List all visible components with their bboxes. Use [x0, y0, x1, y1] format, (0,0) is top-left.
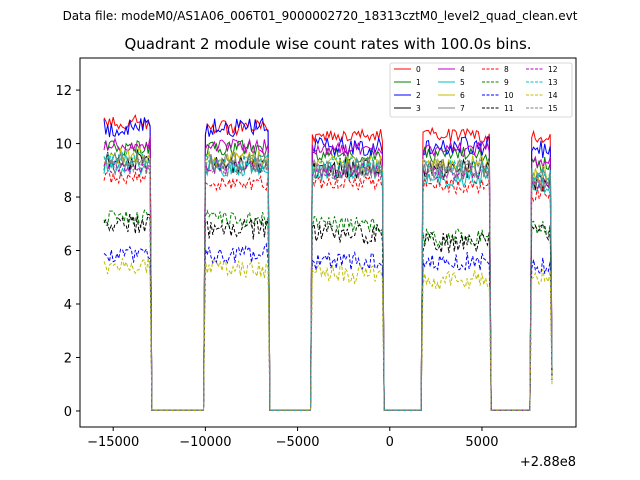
y-tick-label: 10 [55, 138, 72, 153]
legend-label-15: 15 [548, 104, 558, 113]
legend-label-5: 5 [460, 78, 465, 87]
y-tick-label: 8 [64, 191, 72, 206]
series-line-14 [103, 257, 553, 411]
legend-label-10: 10 [504, 91, 514, 100]
legend-label-6: 6 [460, 91, 465, 100]
legend-label-9: 9 [504, 78, 509, 87]
legend-label-3: 3 [416, 104, 421, 113]
y-tick-label: 12 [55, 84, 72, 99]
legend-label-0: 0 [416, 65, 421, 74]
series-line-0 [103, 113, 553, 411]
series-line-8 [103, 170, 553, 411]
legend-label-7: 7 [460, 104, 465, 113]
series-line-2 [103, 116, 553, 411]
series-line-11 [103, 213, 553, 411]
legend-label-2: 2 [416, 91, 421, 100]
y-tick-label: 4 [64, 298, 72, 313]
x-axis: −15000 −10000 −5000 0 5000 [87, 427, 499, 450]
x-tick-label: 0 [386, 435, 394, 450]
legend-label-13: 13 [548, 78, 558, 87]
legend-label-14: 14 [548, 91, 558, 100]
y-tick-label: 0 [64, 405, 72, 420]
y-axis: 0 2 4 6 8 10 12 [55, 84, 80, 420]
plot-frame [79, 57, 577, 428]
y-tick-label: 6 [64, 245, 72, 260]
y-tick-label: 2 [64, 351, 72, 366]
chart-title: Quadrant 2 module wise count rates with … [124, 35, 531, 53]
legend-label-11: 11 [504, 104, 514, 113]
series-line-13 [103, 151, 553, 411]
series-line-5 [103, 159, 553, 411]
x-tick-label: −15000 [87, 435, 139, 450]
legend-label-8: 8 [504, 65, 509, 74]
series-line-6 [103, 145, 553, 411]
legend-label-1: 1 [416, 78, 421, 87]
series-layer [103, 113, 553, 411]
series-line-12 [103, 159, 553, 411]
x-offset-label: +2.88e8 [520, 455, 576, 470]
x-tick-label: −5000 [276, 435, 320, 450]
series-line-9 [103, 209, 553, 411]
x-tick-label: −10000 [179, 435, 231, 450]
x-tick-label: 5000 [465, 435, 498, 450]
chart-suptitle: Data file: modeM0/AS1A06_006T01_90000027… [63, 9, 578, 23]
series-line-10 [103, 242, 553, 411]
legend-label-4: 4 [460, 65, 465, 74]
legend-label-12: 12 [548, 65, 558, 74]
legend-box [389, 62, 573, 118]
